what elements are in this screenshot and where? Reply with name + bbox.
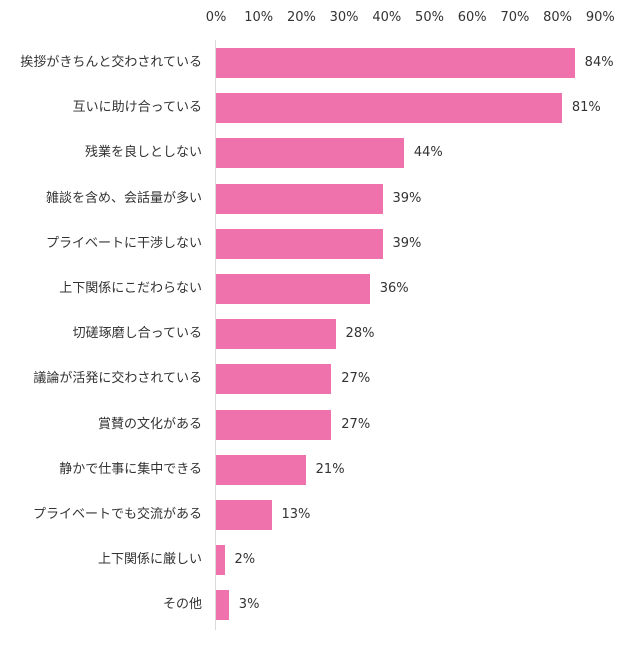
value-label: 44% [413,145,443,160]
category-label: 切磋琢磨し合っている [72,326,202,341]
category-label: 残業を良しとしない [84,145,202,160]
x-tick-label: 60% [457,10,487,25]
value-label: 27% [341,371,371,386]
value-label: 81% [571,100,601,115]
bar [216,93,562,123]
x-tick-label: 80% [543,10,573,25]
category-label: プライベートに干渉しない [45,236,202,251]
bar [216,455,306,485]
bar [216,590,229,620]
value-label: 39% [392,191,422,206]
value-label: 2% [234,552,256,567]
category-label: 議論が活発に交わされている [33,371,202,386]
bar [216,48,575,78]
x-tick-label: 0% [205,10,227,25]
category-label: 互いに助け合っている [72,100,202,115]
category-label: 静かで仕事に集中できる [59,462,202,477]
category-label: その他 [162,597,202,612]
x-tick-label: 20% [286,10,316,25]
category-label: プライベートでも交流がある [32,507,202,522]
category-label: 賞賛の文化がある [97,417,202,432]
y-axis-line [215,40,216,630]
bar [216,274,370,304]
bar [216,410,332,440]
x-tick-label: 50% [415,10,444,25]
x-tick-label: 90% [585,10,615,25]
value-label: 21% [315,462,345,477]
value-label: 28% [345,326,375,341]
bar [216,184,383,214]
category-label: 上下関係にこだわらない [59,281,202,296]
bar [216,138,404,168]
value-label: 3% [238,597,260,612]
x-tick-label: 10% [244,10,274,25]
value-label: 13% [281,507,311,522]
x-tick-label: 40% [372,10,402,25]
bar [216,229,383,259]
category-label: 雑談を含め、会話量が多い [45,191,202,206]
bar [216,319,336,349]
bar [216,545,225,575]
value-label: 27% [341,417,371,432]
value-label: 84% [584,55,614,70]
category-label: 挨拶がきちんと交わされている [20,55,202,70]
value-label: 36% [379,281,409,296]
bar [216,364,332,394]
bar [216,500,272,530]
x-tick-label: 70% [500,10,530,25]
category-label: 上下関係に厳しい [97,552,202,567]
value-label: 39% [392,236,422,251]
x-tick-label: 30% [329,10,359,25]
